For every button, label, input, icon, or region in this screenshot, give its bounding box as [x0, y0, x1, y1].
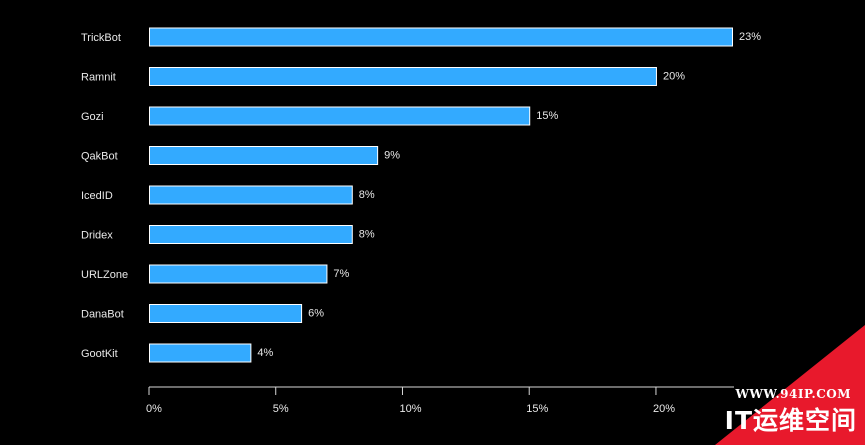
category-label: Ramnit — [81, 72, 116, 84]
x-tick-label: 5% — [273, 403, 289, 415]
x-tick-label: 10% — [399, 403, 421, 415]
bar — [149, 185, 353, 205]
value-label: 20% — [663, 71, 685, 83]
category-label: TrickBot — [81, 32, 121, 44]
value-label: 4% — [257, 347, 273, 359]
bar — [149, 343, 252, 363]
category-label: GootKit — [81, 348, 118, 360]
category-label: URLZone — [81, 269, 128, 281]
category-label: Dridex — [81, 230, 113, 242]
bar — [149, 146, 379, 165]
bar — [149, 304, 303, 323]
category-label: QakBot — [81, 151, 118, 163]
x-tick-label: 0% — [146, 403, 162, 415]
value-label: 8% — [359, 229, 375, 241]
category-label: DanaBot — [81, 309, 124, 321]
bar — [149, 225, 353, 244]
category-label: Gozi — [81, 111, 104, 123]
value-label: 6% — [308, 308, 324, 320]
value-label: 9% — [384, 150, 400, 162]
x-tick-label: 20% — [653, 403, 675, 415]
bar — [149, 67, 657, 86]
value-label: 23% — [739, 31, 761, 43]
bar — [149, 106, 531, 126]
watermark-triangle — [715, 325, 865, 445]
value-label: 15% — [536, 110, 558, 122]
value-label: 7% — [333, 268, 349, 280]
category-label: IcedID — [81, 190, 113, 202]
watermark-url: WWW.94IP.COM — [735, 387, 851, 401]
watermark-name: IT运维空间 — [724, 406, 857, 435]
bar — [149, 27, 733, 47]
bar — [149, 264, 328, 284]
x-tick-label: 15% — [526, 403, 548, 415]
value-label: 8% — [359, 189, 375, 201]
